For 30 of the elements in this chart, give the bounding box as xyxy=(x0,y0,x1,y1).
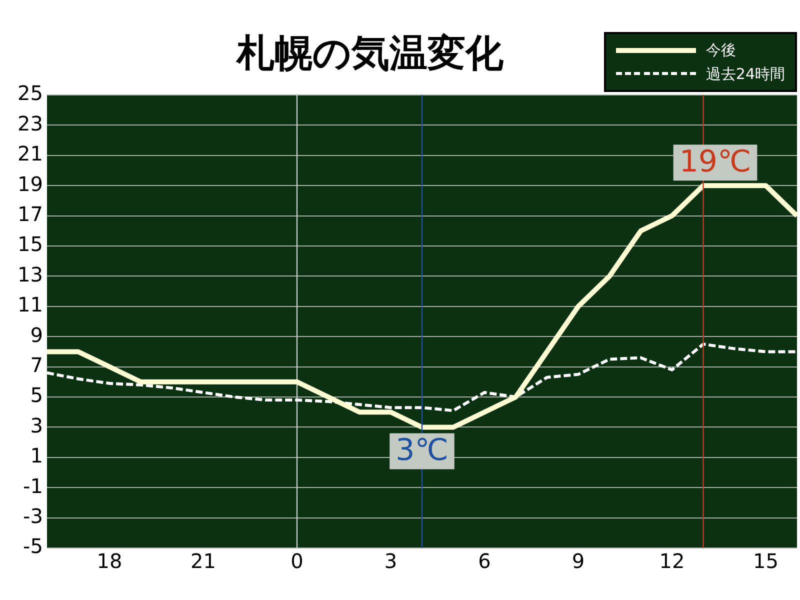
y-tick-label: -3 xyxy=(23,504,43,528)
x-tick-label: 9 xyxy=(572,549,585,574)
chart-title: 札幌の気温変化 xyxy=(234,30,504,77)
y-tick-label: 7 xyxy=(30,353,43,378)
annotation: 3℃ xyxy=(396,432,448,468)
x-tick-label: 21 xyxy=(190,549,216,574)
y-tick-label: 17 xyxy=(18,202,43,226)
y-tick-label: 21 xyxy=(18,142,43,166)
x-tick-label: 3 xyxy=(384,549,398,574)
y-tick-label: 1 xyxy=(30,444,43,468)
y-tick-label: -1 xyxy=(23,474,43,498)
y-tick-label: -5 xyxy=(23,534,43,558)
x-tick-label: 12 xyxy=(659,549,685,574)
x-tick-label: 15 xyxy=(753,549,778,574)
y-tick-label: 23 xyxy=(18,111,43,136)
y-tick-label: 3 xyxy=(30,413,43,438)
y-tick-label: 11 xyxy=(18,292,43,317)
y-tick-label: 25 xyxy=(18,81,43,106)
x-tick-label: 6 xyxy=(478,549,491,574)
y-tick-label: 5 xyxy=(30,383,43,408)
x-tick-label: 18 xyxy=(96,549,122,574)
y-tick-label: 15 xyxy=(18,232,43,256)
annotation: 19℃ xyxy=(679,144,752,180)
y-tick-label: 19 xyxy=(18,172,43,196)
line-series xyxy=(47,342,797,412)
legend-label: 過去24時間 xyxy=(706,64,785,84)
y-tick-label: 13 xyxy=(18,262,43,286)
y-tick-label: 9 xyxy=(30,322,43,347)
x-tick-label: 0 xyxy=(290,549,304,574)
legend-label: 今後 xyxy=(706,40,736,60)
